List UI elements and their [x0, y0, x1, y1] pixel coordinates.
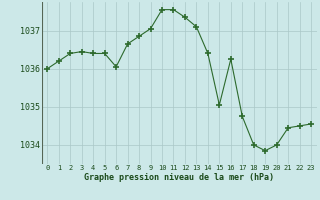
X-axis label: Graphe pression niveau de la mer (hPa): Graphe pression niveau de la mer (hPa) [84, 173, 274, 182]
